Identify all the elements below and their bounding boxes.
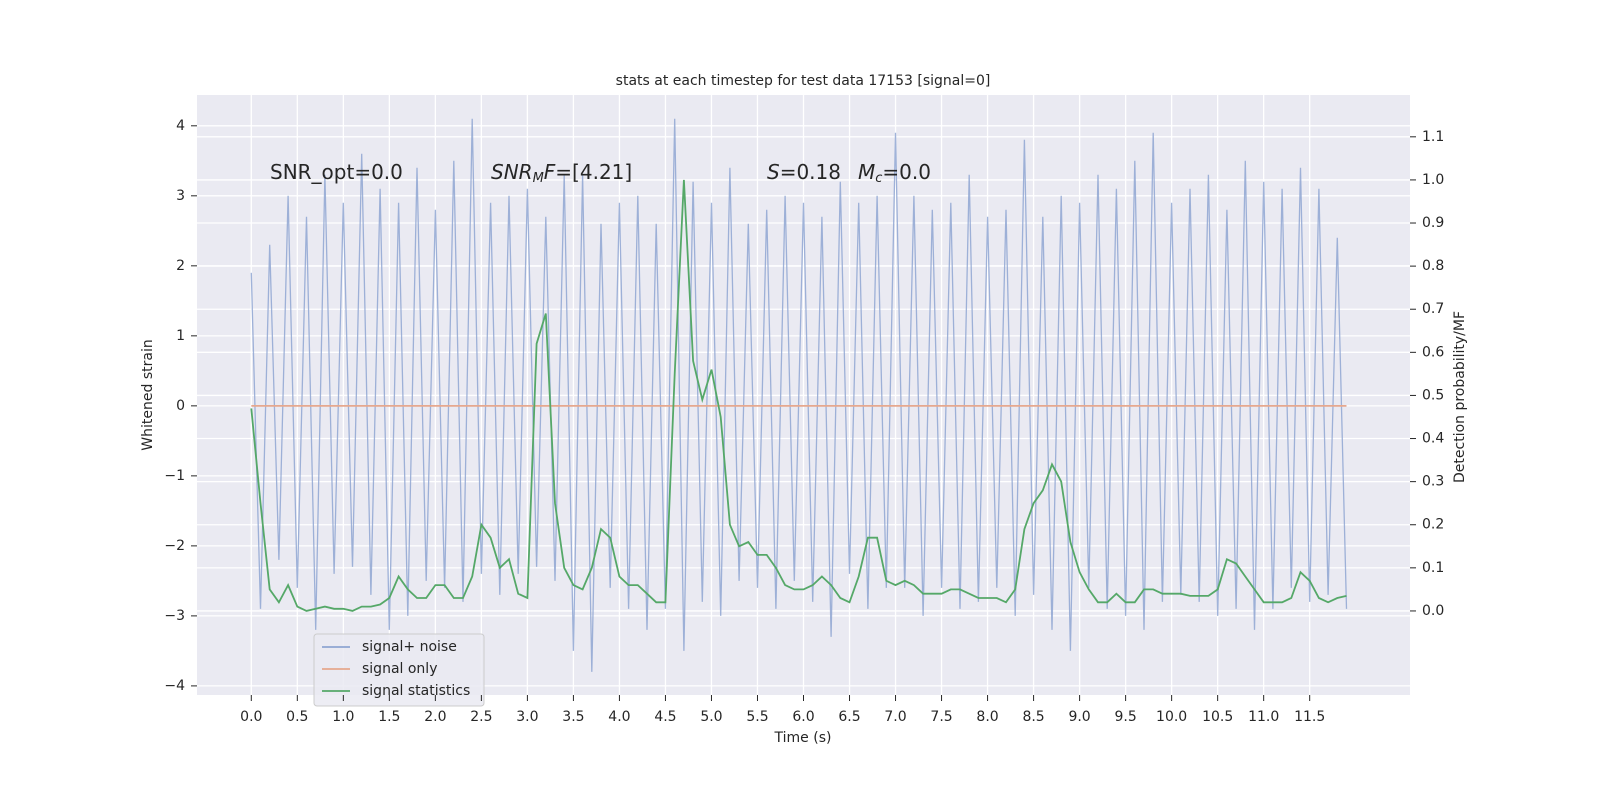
x-tick-label: 2.5 bbox=[470, 709, 492, 725]
y2-tick-label: 0.8 bbox=[1422, 258, 1444, 274]
y-tick-label: 0 bbox=[176, 398, 185, 414]
x-tick-label: 8.0 bbox=[976, 709, 998, 725]
x-tick-label: 3.0 bbox=[516, 709, 538, 725]
annotation-part: M bbox=[533, 171, 544, 186]
legend-label: signal only bbox=[362, 661, 437, 677]
x-tick-label: 0.0 bbox=[240, 709, 262, 725]
x-tick-label: 7.0 bbox=[884, 709, 906, 725]
x-tick-label: 9.5 bbox=[1114, 709, 1136, 725]
x-tick-label: 3.5 bbox=[562, 709, 584, 725]
annotation-part: S bbox=[767, 160, 780, 184]
chart-title: stats at each timestep for test data 171… bbox=[616, 73, 991, 89]
y2-tick-label: 0.4 bbox=[1422, 431, 1444, 447]
y2-tick-label: 0.0 bbox=[1422, 603, 1444, 619]
annotation: SNR_opt=0.0 bbox=[270, 160, 403, 184]
y2-tick-label: 0.2 bbox=[1422, 517, 1444, 533]
annotation: S=0.18 bbox=[767, 160, 841, 184]
y2-tick-label: 0.6 bbox=[1422, 344, 1444, 360]
annotation-part: SNR bbox=[491, 160, 533, 184]
series-line bbox=[250, 118, 1348, 672]
x-tick-label: 11.0 bbox=[1248, 709, 1279, 725]
x-tick-label: 6.5 bbox=[838, 709, 860, 725]
x-tick-label: 10.5 bbox=[1202, 709, 1233, 725]
x-tick-label: 4.5 bbox=[654, 709, 676, 725]
annotation-part: =[4.21] bbox=[555, 160, 632, 184]
annotation: SNRMF=[4.21] bbox=[491, 160, 632, 186]
y-axis-label: Whitened strain bbox=[140, 339, 156, 450]
x-tick-label: 5.5 bbox=[746, 709, 768, 725]
x-axis-label: Time (s) bbox=[774, 730, 832, 746]
y-tick-label: −4 bbox=[164, 678, 185, 694]
x-tick-label: 9.0 bbox=[1068, 709, 1090, 725]
annotation-part: SNR_opt=0.0 bbox=[270, 160, 403, 184]
x-tick-label: 7.5 bbox=[930, 709, 952, 725]
y2-axis-label: Detection probability/MF bbox=[1452, 311, 1468, 483]
annotation-part: =0.18 bbox=[780, 160, 841, 184]
y2-tick-label: 0.9 bbox=[1422, 215, 1444, 231]
series-line bbox=[250, 179, 1347, 612]
x-tick-label: 0.5 bbox=[286, 709, 308, 725]
y-tick-label: 2 bbox=[176, 258, 185, 274]
x-tick-label: 11.5 bbox=[1294, 709, 1325, 725]
legend-box bbox=[313, 633, 485, 707]
x-tick-label: 6.0 bbox=[792, 709, 814, 725]
y-tick-label: 1 bbox=[176, 328, 185, 344]
annotation-part: F bbox=[544, 160, 556, 184]
x-tick-label: 5.0 bbox=[700, 709, 722, 725]
y2-tick-label: 1.1 bbox=[1422, 129, 1444, 145]
annotation-part: =0.0 bbox=[882, 160, 931, 184]
y2-tick-label: 1.0 bbox=[1422, 172, 1444, 188]
legend-label: signal+ noise bbox=[362, 639, 457, 655]
y-tick-label: −1 bbox=[164, 468, 185, 484]
x-tick-label: 1.5 bbox=[378, 709, 400, 725]
y-tick-label: −3 bbox=[164, 608, 185, 624]
y-tick-label: −2 bbox=[164, 538, 185, 554]
annotation: Mc=0.0 bbox=[858, 160, 931, 186]
y2-tick-label: 0.7 bbox=[1422, 301, 1444, 317]
x-tick-label: 10.0 bbox=[1156, 709, 1187, 725]
annotation-part: M bbox=[858, 160, 875, 184]
x-tick-label: 2.0 bbox=[424, 709, 446, 725]
x-tick-label: 4.0 bbox=[608, 709, 630, 725]
annotation-part: c bbox=[875, 171, 882, 186]
x-tick-label: 1.0 bbox=[332, 709, 354, 725]
y2-tick-label: 0.3 bbox=[1422, 474, 1444, 490]
y-tick-label: 4 bbox=[176, 118, 185, 134]
y-tick-label: 3 bbox=[176, 188, 185, 204]
legend-label: signal statistics bbox=[362, 683, 470, 699]
y2-tick-label: 0.5 bbox=[1422, 387, 1444, 403]
y2-tick-label: 0.1 bbox=[1422, 560, 1444, 576]
x-tick-label: 8.5 bbox=[1022, 709, 1044, 725]
